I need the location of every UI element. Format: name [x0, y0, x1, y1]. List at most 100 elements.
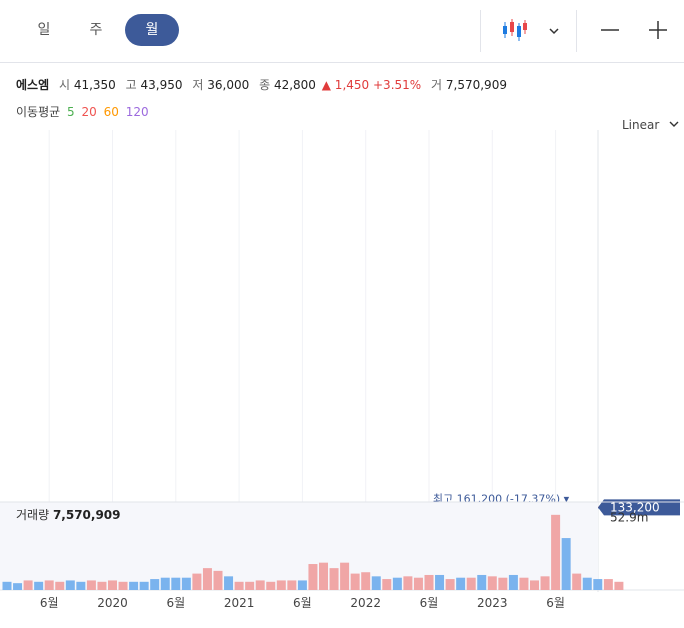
candle[interactable] — [35, 507, 43, 509]
candle[interactable] — [267, 507, 275, 509]
plus-icon[interactable] — [648, 20, 668, 40]
candle[interactable] — [277, 507, 285, 509]
chevron-down-icon[interactable] — [548, 22, 560, 35]
candle[interactable] — [436, 507, 444, 509]
candle[interactable] — [246, 507, 254, 509]
scale-mode-select[interactable]: Linear — [622, 118, 679, 132]
candle[interactable] — [509, 507, 517, 509]
candle[interactable] — [14, 507, 22, 509]
candle[interactable] — [404, 507, 412, 509]
candle-body — [235, 507, 243, 509]
candle[interactable] — [552, 507, 560, 509]
volume-bar — [255, 580, 265, 590]
candle[interactable] — [362, 507, 370, 509]
candle[interactable] — [182, 507, 190, 509]
candle[interactable] — [225, 507, 233, 509]
tab-month[interactable]: 월 — [125, 14, 179, 46]
candle[interactable] — [45, 507, 53, 509]
candle[interactable] — [499, 507, 507, 509]
volume-bar — [477, 574, 487, 590]
candle[interactable] — [341, 507, 349, 509]
minus-icon[interactable] — [600, 20, 620, 40]
ma-5[interactable]: 5 — [67, 105, 75, 119]
candle[interactable] — [425, 507, 433, 509]
candle[interactable] — [214, 507, 222, 509]
candle[interactable] — [203, 507, 211, 509]
candle[interactable] — [77, 507, 85, 509]
volume-bar — [361, 572, 371, 590]
candle[interactable] — [330, 507, 338, 509]
candle-body — [341, 507, 349, 509]
candle[interactable] — [119, 507, 127, 509]
candle[interactable] — [256, 507, 264, 509]
candle[interactable] — [109, 507, 116, 509]
candle[interactable] — [541, 507, 549, 509]
close-value: 42,800 — [273, 78, 316, 92]
candle-body — [457, 507, 465, 509]
candle[interactable] — [320, 507, 327, 509]
candle[interactable] — [309, 507, 317, 509]
candle[interactable] — [604, 507, 612, 509]
candle-body — [203, 507, 211, 509]
ma-60[interactable]: 60 — [103, 105, 119, 119]
volume-bar — [287, 580, 297, 590]
ma-20[interactable]: 20 — [81, 105, 97, 119]
ma-120[interactable]: 120 — [125, 105, 149, 119]
candle[interactable] — [3, 507, 11, 509]
candle[interactable] — [446, 507, 454, 509]
candle[interactable] — [151, 507, 159, 509]
volume-bar — [435, 574, 445, 590]
candle-body — [531, 507, 538, 509]
candle[interactable] — [488, 507, 496, 509]
tab-day[interactable]: 일 — [37, 22, 51, 38]
volume-bar — [403, 576, 413, 590]
candle[interactable] — [562, 507, 570, 509]
candle[interactable] — [393, 507, 401, 509]
candle[interactable] — [383, 507, 391, 509]
candlestick-icon[interactable] — [500, 16, 528, 44]
candle[interactable] — [87, 507, 95, 509]
candle[interactable] — [615, 507, 623, 509]
candle[interactable] — [24, 507, 32, 509]
candle[interactable] — [161, 507, 169, 509]
candle[interactable] — [573, 507, 581, 509]
ma-label: 이동평균 — [16, 105, 61, 119]
candle[interactable] — [414, 507, 422, 509]
candle[interactable] — [467, 507, 475, 509]
candle[interactable] — [531, 507, 538, 509]
candle[interactable] — [130, 507, 138, 509]
candle[interactable] — [351, 507, 359, 509]
candle-body — [193, 507, 201, 509]
tab-week[interactable]: 주 — [89, 22, 103, 38]
candle[interactable] — [193, 507, 201, 509]
high-label: 고 — [125, 78, 137, 92]
x-tick-label: 6월 — [166, 596, 185, 610]
candle[interactable] — [140, 507, 148, 509]
candle[interactable] — [594, 507, 602, 509]
candle[interactable] — [172, 507, 180, 509]
candle[interactable] — [478, 507, 486, 509]
candle-body — [583, 507, 591, 509]
candle[interactable] — [520, 507, 528, 509]
candle-body — [604, 507, 612, 509]
open-label: 시 — [58, 78, 70, 92]
candle[interactable] — [56, 507, 64, 509]
candle[interactable] — [372, 507, 380, 509]
candle-body — [161, 507, 169, 509]
candle[interactable] — [66, 507, 74, 509]
candle[interactable] — [298, 507, 306, 509]
candle[interactable] — [235, 507, 243, 509]
volume-bar — [593, 579, 603, 590]
volume-bar — [371, 576, 381, 590]
volume-bar — [466, 577, 476, 590]
candle[interactable] — [98, 507, 106, 509]
volume-bar — [224, 576, 234, 590]
chart-toolbar: 일 주 월 — [0, 0, 684, 62]
toolbar-divider — [480, 10, 481, 52]
candle[interactable] — [583, 507, 591, 509]
candle[interactable] — [457, 507, 465, 509]
candle-body — [151, 507, 159, 509]
volume-bar — [487, 576, 497, 590]
candle[interactable] — [288, 507, 296, 509]
